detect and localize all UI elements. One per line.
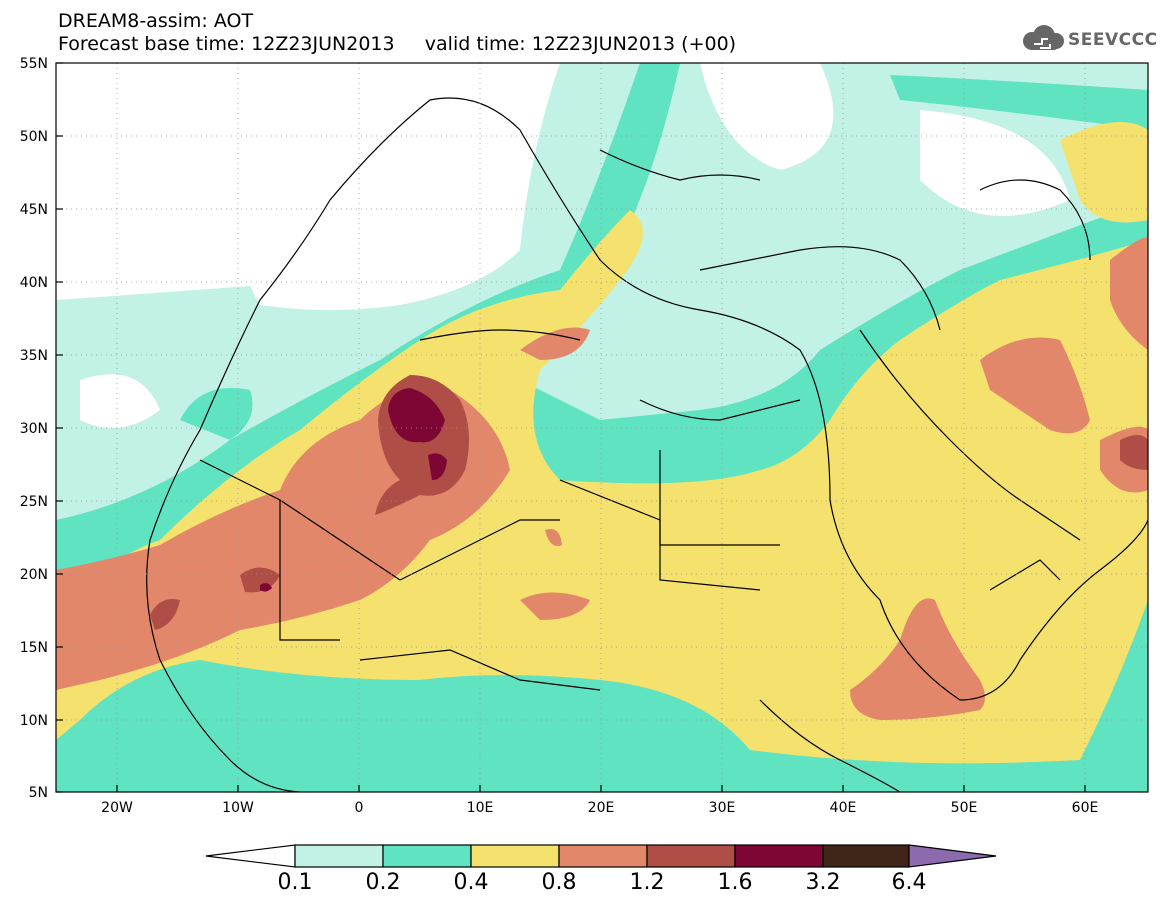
colorbar-label: 0.8 <box>541 870 577 895</box>
lat-label: 55N <box>20 56 48 72</box>
colorbar-label: 6.4 <box>891 870 927 895</box>
colorbar-label: 1.2 <box>629 870 665 895</box>
lon-label: 20E <box>588 800 615 816</box>
aot-band-0.4 <box>56 210 1148 764</box>
coastlines <box>146 97 1148 792</box>
colorbar-label: 0.1 <box>277 870 313 895</box>
lon-label: 40E <box>830 800 857 816</box>
lon-label: 20W <box>101 800 133 816</box>
lon-label: 0 <box>355 800 364 816</box>
lon-label: 50E <box>951 800 978 816</box>
lon-label: 10W <box>222 800 254 816</box>
colorbar-label: 0.4 <box>453 870 489 895</box>
lon-label: 60E <box>1072 800 1099 816</box>
lon-label: 10E <box>467 800 494 816</box>
lat-label: 15N <box>20 640 48 656</box>
map-title: DREAM8-assim: AOT <box>58 10 254 32</box>
colorbar-label: 1.6 <box>717 870 753 895</box>
colorbar <box>205 844 997 868</box>
colorbar-swatch <box>734 844 824 868</box>
colorbar-arrow-right <box>908 844 997 868</box>
lat-label: 40N <box>20 275 48 291</box>
aot-fields <box>56 63 1148 792</box>
colorbar-arrow-left <box>205 844 296 868</box>
colorbar-label: 0.2 <box>365 870 401 895</box>
colorbar-swatch <box>822 844 910 868</box>
lat-label: 10N <box>20 713 48 729</box>
lat-label: 35N <box>20 348 48 364</box>
colorbar-swatch <box>646 844 736 868</box>
aot-band-1.6 <box>388 388 445 443</box>
lat-label: 50N <box>20 129 48 145</box>
colorbar-label: 3.2 <box>805 870 841 895</box>
lat-label: 30N <box>20 421 48 437</box>
colorbar-swatch <box>294 844 384 868</box>
cloud-icon <box>1023 25 1064 50</box>
logo-text: SEEVCCC <box>1068 30 1158 50</box>
colorbar-swatch <box>558 844 648 868</box>
lat-label: 5N <box>29 785 48 801</box>
colorbar-swatch <box>382 844 472 868</box>
lat-label: 25N <box>20 494 48 510</box>
sea-area <box>228 63 560 310</box>
lat-label: 45N <box>20 202 48 218</box>
lon-label: 30E <box>709 800 736 816</box>
colorbar-swatch <box>470 844 560 868</box>
graticule <box>56 63 1148 792</box>
lat-label: 20N <box>20 567 48 583</box>
map-subtitle: Forecast base time: 12Z23JUN2013 valid t… <box>58 33 737 55</box>
